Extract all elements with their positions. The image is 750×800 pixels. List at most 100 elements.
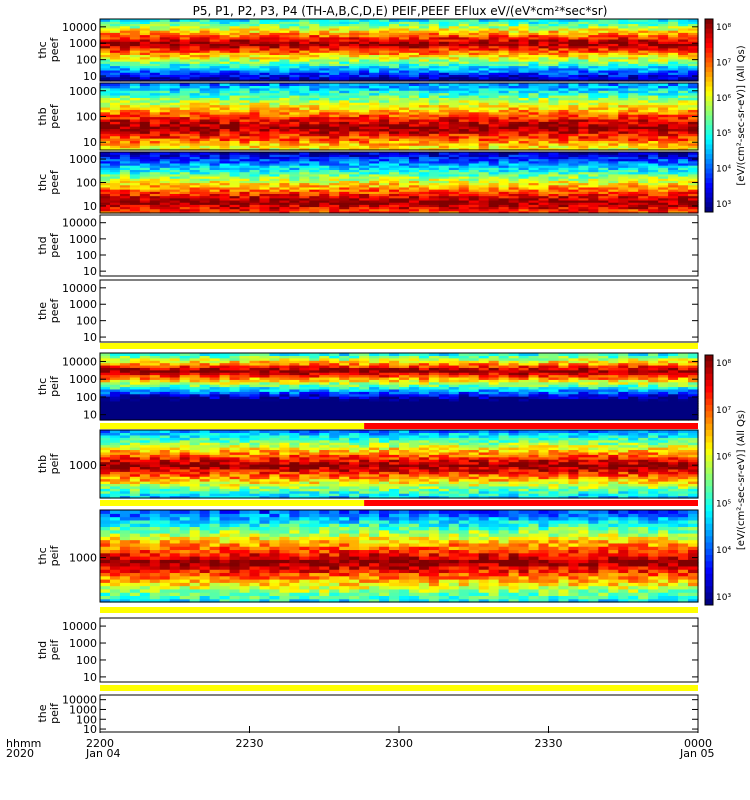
spectrogram-cell — [309, 32, 320, 36]
spectrogram-cell — [438, 165, 450, 168]
spectrogram-cell — [129, 21, 141, 25]
spectrogram-cell — [149, 162, 161, 166]
spectrogram-cell — [139, 58, 151, 62]
spectrogram-cell — [448, 21, 460, 25]
spectrogram-cell — [448, 126, 460, 130]
spectrogram-cell — [648, 182, 659, 186]
spectrogram-cell — [189, 158, 201, 162]
spectrogram-cell — [209, 208, 221, 212]
spectrogram-cell — [219, 85, 231, 89]
spectrogram-cell — [109, 138, 121, 142]
spectrogram-cell — [129, 94, 141, 98]
spectrogram-cell — [119, 142, 131, 146]
spectrogram-cell — [598, 92, 609, 96]
spectrogram-cell — [119, 85, 131, 89]
spectrogram-cell — [598, 102, 609, 106]
spectrogram-cell — [129, 142, 141, 146]
spectrogram-cell — [628, 76, 639, 80]
spectrogram-cell — [558, 30, 570, 33]
spectrogram-cell — [548, 41, 560, 44]
spectrogram-cell — [199, 182, 211, 186]
spectrogram-cell — [458, 43, 470, 47]
spectrogram-cell — [508, 54, 520, 58]
spectrogram-cell — [299, 36, 310, 40]
spectrogram-cell — [189, 19, 201, 22]
spectrogram-cell — [468, 182, 480, 186]
spectrogram-cell — [229, 87, 241, 91]
spectrogram-cell — [279, 94, 290, 98]
spectrogram-cell — [179, 204, 191, 208]
spectrogram-cell — [299, 47, 310, 51]
spectrogram-cell — [598, 116, 609, 120]
spectrogram-cell — [219, 116, 231, 120]
spectrogram-cell — [618, 147, 629, 151]
spectrogram-cell — [668, 41, 679, 44]
spectrogram-cell — [508, 160, 520, 164]
spectrogram-cell — [488, 97, 500, 101]
spectrogram-cell — [219, 87, 231, 91]
spectrogram-cell — [299, 171, 310, 175]
spectrogram-cell — [199, 195, 211, 199]
spectrogram-cell — [219, 138, 231, 142]
spectrogram-cell — [578, 21, 589, 25]
spectrogram-cell — [628, 118, 639, 122]
spectrogram-cell — [139, 27, 151, 31]
spectrogram-cell — [159, 102, 171, 106]
spectrogram-cell — [448, 184, 460, 188]
spectrogram-cell — [508, 171, 520, 175]
spectrogram-cell — [558, 65, 570, 69]
spectrogram-cell — [279, 145, 290, 149]
spectrogram-cell — [379, 21, 390, 25]
spectrogram-cell — [438, 23, 450, 27]
spectrogram-cell — [478, 135, 490, 139]
spectrogram-cell — [189, 145, 201, 149]
spectrogram-cell — [319, 54, 330, 58]
spectrogram-cell — [518, 182, 530, 186]
spectrogram-cell — [668, 199, 679, 203]
spectrogram-cell — [598, 173, 609, 177]
spectrogram-cell — [668, 52, 679, 56]
spectrogram-cell — [100, 85, 111, 89]
spectrogram-cell — [448, 133, 460, 137]
spectrogram-cell — [179, 85, 191, 89]
spectrogram-cell — [408, 199, 420, 203]
spectrogram-cell — [458, 56, 470, 60]
spectrogram-cell — [369, 38, 380, 42]
spectrogram-cell — [299, 87, 310, 91]
spectrogram-cell — [269, 156, 280, 160]
spectrogram-cell — [179, 118, 191, 122]
spectrogram-cell — [299, 67, 310, 71]
spectrogram-cell — [339, 162, 350, 166]
spectrogram-cell — [119, 165, 131, 168]
spectrogram-cell — [159, 184, 171, 188]
spectrogram-cell — [518, 160, 530, 164]
spectrogram-cell — [389, 199, 400, 203]
spectrogram-cell — [229, 135, 241, 139]
spectrogram-cell — [139, 138, 151, 142]
spectrogram-cell — [478, 102, 490, 106]
spectrogram-cell — [638, 135, 649, 139]
spectrogram-cell — [329, 25, 340, 29]
spectrogram-cell — [129, 175, 141, 179]
spectrogram-cell — [169, 175, 181, 179]
spectrogram-cell — [468, 116, 480, 120]
spectrogram-cell — [488, 182, 500, 186]
spectrogram-cell — [548, 197, 560, 201]
spectrogram-cell — [588, 133, 599, 137]
spectrogram-cell — [129, 173, 141, 177]
spectrogram-cell — [408, 138, 420, 142]
spectrogram-cell — [209, 123, 221, 127]
spectrogram-cell — [269, 165, 280, 168]
spectrogram-cell — [588, 97, 599, 101]
spectrogram-cell — [309, 140, 320, 144]
spectrogram-cell — [119, 156, 131, 160]
spectrogram-cell — [229, 142, 241, 146]
spectrogram-cell — [448, 92, 460, 96]
spectrogram-cell — [109, 210, 121, 214]
spectrogram-cell — [528, 173, 540, 177]
spectrogram-cell — [289, 154, 300, 157]
spectrogram-cell — [149, 173, 161, 177]
spectrogram-cell — [259, 87, 271, 91]
spectrogram-cell — [339, 94, 350, 98]
spectrogram-cell — [389, 160, 400, 164]
